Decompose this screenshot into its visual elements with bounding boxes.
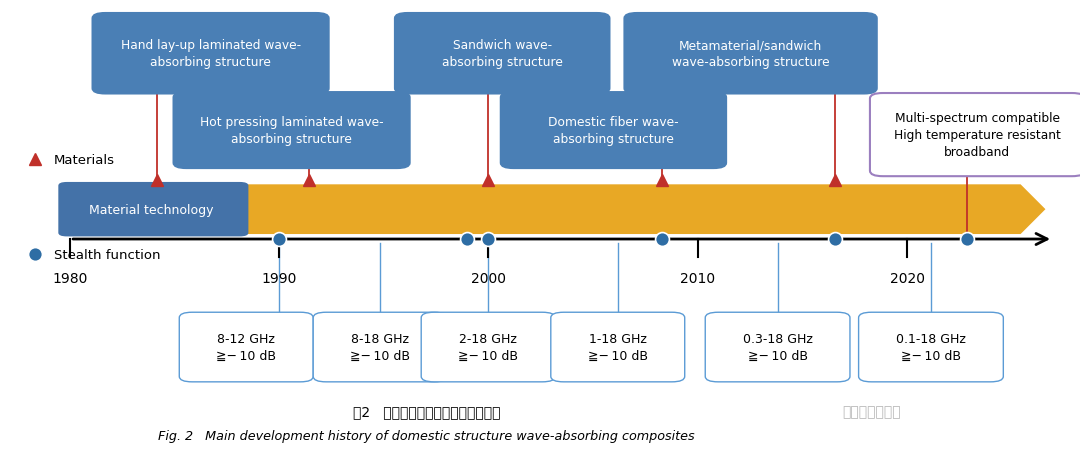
FancyBboxPatch shape <box>93 14 329 95</box>
Text: 2020: 2020 <box>890 271 924 285</box>
Text: Material technology: Material technology <box>89 203 214 216</box>
FancyBboxPatch shape <box>395 14 609 95</box>
FancyBboxPatch shape <box>58 183 248 237</box>
Text: 1-18 GHz
≧− 10 dB: 1-18 GHz ≧− 10 dB <box>588 332 648 362</box>
Text: 0.1-18 GHz
≧− 10 dB: 0.1-18 GHz ≧− 10 dB <box>896 332 966 362</box>
Text: 2010: 2010 <box>680 271 715 285</box>
Text: Fig. 2   Main development history of domestic structure wave-absorbing composite: Fig. 2 Main development history of domes… <box>159 429 694 442</box>
FancyBboxPatch shape <box>173 92 410 169</box>
Text: 8-12 GHz
≧− 10 dB: 8-12 GHz ≧− 10 dB <box>216 332 276 362</box>
Text: Domestic fiber wave-
absorbing structure: Domestic fiber wave- absorbing structure <box>549 116 678 146</box>
FancyBboxPatch shape <box>870 94 1080 177</box>
FancyBboxPatch shape <box>624 14 877 95</box>
FancyBboxPatch shape <box>705 313 850 382</box>
Text: Materials: Materials <box>54 154 114 166</box>
Text: Sandwich wave-
absorbing structure: Sandwich wave- absorbing structure <box>442 39 563 69</box>
Text: 1980: 1980 <box>53 271 87 285</box>
FancyBboxPatch shape <box>551 313 685 382</box>
Text: 1990: 1990 <box>261 271 296 285</box>
Text: 8-18 GHz
≧− 10 dB: 8-18 GHz ≧− 10 dB <box>350 332 410 362</box>
Text: 2000: 2000 <box>471 271 505 285</box>
Text: Hot pressing laminated wave-
absorbing structure: Hot pressing laminated wave- absorbing s… <box>200 116 383 146</box>
Text: Metamaterial/sandwich
wave-absorbing structure: Metamaterial/sandwich wave-absorbing str… <box>672 39 829 69</box>
Text: Multi-spectrum compatible
High temperature resistant
broadband: Multi-spectrum compatible High temperatu… <box>894 112 1061 159</box>
Text: 2-18 GHz
≧− 10 dB: 2-18 GHz ≧− 10 dB <box>458 332 518 362</box>
Text: Hand lay-up laminated wave-
absorbing structure: Hand lay-up laminated wave- absorbing st… <box>121 39 300 69</box>
FancyBboxPatch shape <box>179 313 313 382</box>
Text: 0.3-18 GHz
≧− 10 dB: 0.3-18 GHz ≧− 10 dB <box>743 332 812 362</box>
Text: Stealth function: Stealth function <box>54 249 161 261</box>
Text: 艾邦复合材料网: 艾邦复合材料网 <box>842 405 901 419</box>
FancyBboxPatch shape <box>859 313 1003 382</box>
Polygon shape <box>70 185 1045 235</box>
FancyBboxPatch shape <box>313 313 447 382</box>
FancyBboxPatch shape <box>421 313 555 382</box>
Text: 图2   国内结构吸波复合材料发展历程: 图2 国内结构吸波复合材料发展历程 <box>353 405 500 419</box>
FancyBboxPatch shape <box>500 92 726 169</box>
